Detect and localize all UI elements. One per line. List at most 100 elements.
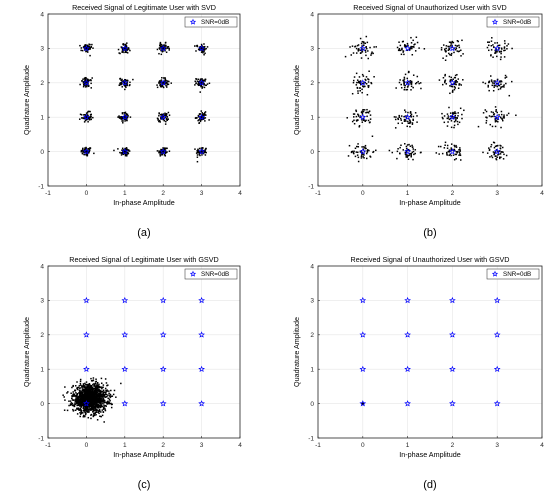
- data-point: [90, 388, 92, 391]
- constellation-star: [493, 365, 501, 373]
- data-point: [454, 83, 456, 85]
- data-point: [459, 150, 462, 152]
- data-point: [204, 148, 207, 151]
- data-point: [455, 153, 458, 156]
- axes-box: [317, 13, 543, 187]
- x-tick-label: 3: [200, 442, 204, 449]
- data-point: [77, 402, 79, 404]
- data-point: [361, 110, 363, 113]
- data-point: [83, 410, 86, 412]
- data-point: [360, 155, 363, 158]
- data-point: [406, 144, 409, 146]
- data-point: [485, 116, 487, 118]
- legend-box: [184, 16, 238, 28]
- data-point: [458, 83, 461, 85]
- data-point: [490, 79, 493, 81]
- data-point: [485, 122, 488, 124]
- data-point: [456, 151, 458, 154]
- legend-star-icon: [189, 270, 197, 277]
- data-point: [491, 37, 493, 39]
- data-point: [93, 385, 95, 387]
- data-point: [449, 112, 452, 114]
- data-point: [88, 118, 91, 121]
- data-point: [406, 154, 408, 156]
- data-point: [359, 52, 362, 54]
- data-point: [194, 45, 196, 47]
- legend: SNR=0dB: [184, 268, 238, 280]
- data-point: [83, 393, 85, 396]
- data-point: [412, 118, 414, 121]
- data-point: [99, 386, 101, 389]
- data-point: [121, 51, 123, 54]
- data-point: [357, 156, 360, 159]
- data-point: [124, 115, 126, 118]
- data-point: [463, 109, 465, 112]
- data-point: [412, 119, 414, 122]
- data-point: [351, 120, 354, 123]
- data-point: [88, 396, 91, 398]
- data-point: [91, 392, 93, 395]
- data-points: [62, 377, 122, 423]
- data-point: [456, 40, 459, 42]
- data-point: [72, 410, 75, 412]
- data-point: [79, 398, 81, 401]
- data-point: [413, 153, 415, 156]
- data-point: [477, 125, 480, 128]
- data-point: [415, 36, 418, 39]
- data-point: [456, 73, 458, 76]
- data-point: [159, 85, 162, 88]
- data-point: [352, 113, 355, 115]
- data-point: [356, 119, 359, 121]
- data-point: [398, 81, 401, 84]
- data-point: [84, 385, 86, 388]
- data-point: [80, 410, 82, 413]
- data-point: [349, 46, 351, 48]
- data-point: [127, 47, 129, 49]
- data-point: [364, 146, 366, 149]
- data-point: [80, 49, 82, 52]
- data-point: [128, 48, 130, 50]
- data-point: [500, 156, 502, 159]
- data-points: [344, 35, 517, 163]
- data-point: [196, 117, 198, 119]
- data-point: [160, 84, 162, 87]
- data-point: [95, 389, 98, 392]
- data-point: [84, 78, 87, 80]
- data-point: [449, 80, 451, 83]
- constellation-star: [83, 113, 90, 121]
- data-point: [82, 388, 85, 391]
- data-point: [159, 121, 161, 123]
- data-point: [203, 86, 206, 89]
- data-point: [357, 44, 360, 46]
- x-tick-label: 3: [495, 442, 499, 449]
- data-point: [442, 44, 445, 46]
- data-point: [457, 40, 459, 43]
- constellation-star: [359, 296, 367, 304]
- data-point: [123, 81, 125, 84]
- data-point: [124, 45, 127, 48]
- data-point: [368, 110, 371, 112]
- data-point: [494, 52, 497, 54]
- data-point: [356, 86, 359, 89]
- data-point: [124, 116, 127, 118]
- data-point: [452, 154, 455, 156]
- data-point: [125, 79, 128, 82]
- data-points: [361, 402, 364, 405]
- data-point: [91, 404, 93, 407]
- data-point: [375, 46, 377, 48]
- data-point: [197, 150, 199, 152]
- data-point: [403, 84, 405, 86]
- data-point: [414, 43, 416, 45]
- data-point: [487, 44, 490, 47]
- x-tick-label: 4: [540, 190, 544, 197]
- data-point: [499, 144, 501, 147]
- data-point: [164, 77, 166, 79]
- data-point: [201, 78, 203, 80]
- data-point: [165, 117, 168, 120]
- data-point: [119, 78, 121, 80]
- data-point: [96, 399, 98, 401]
- y-tick-label: 4: [310, 11, 314, 18]
- data-point: [403, 82, 405, 85]
- data-point: [103, 406, 105, 408]
- data-point: [88, 411, 90, 413]
